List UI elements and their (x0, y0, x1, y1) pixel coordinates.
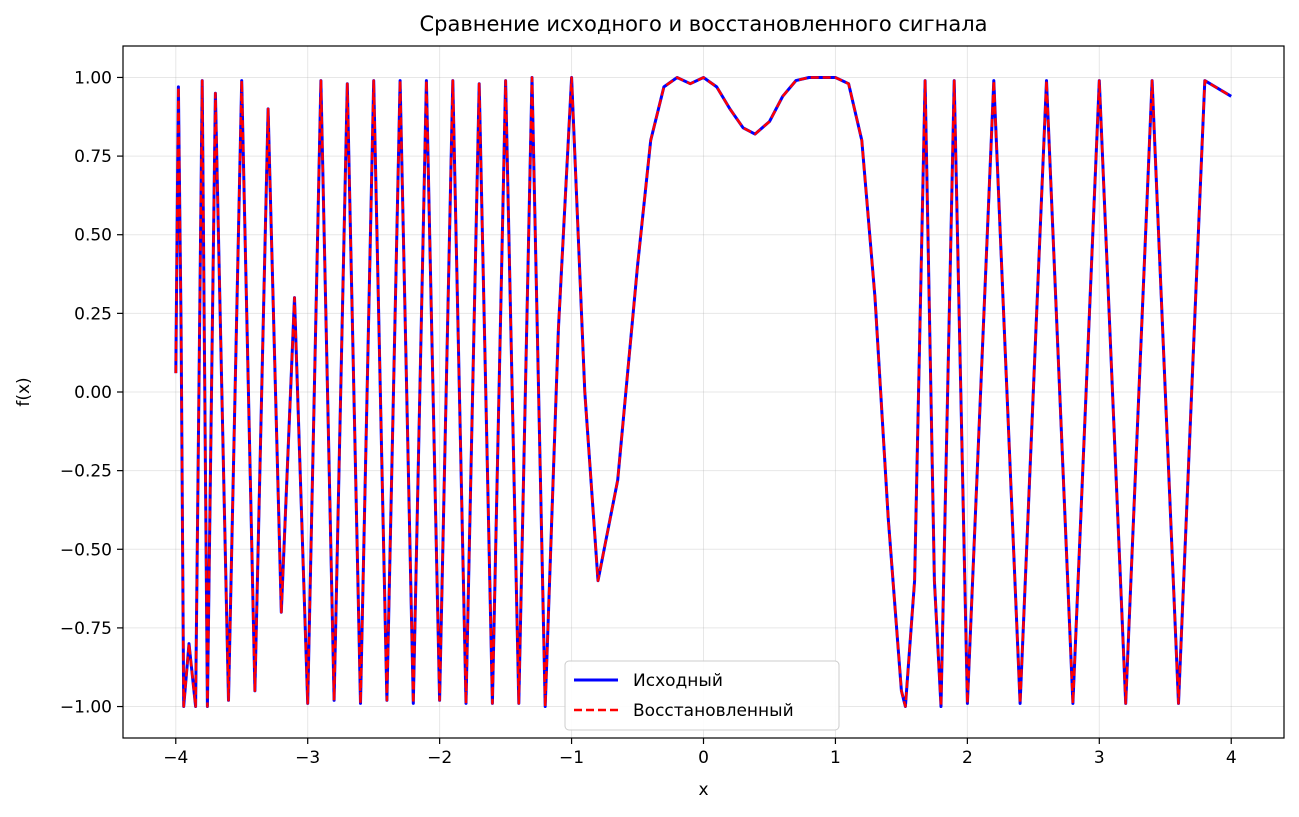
x-tick-label: −1 (559, 748, 584, 768)
x-tick-label: 3 (1094, 748, 1105, 768)
chart-title: Сравнение исходного и восстановленного с… (419, 12, 988, 36)
x-tick-label: −4 (163, 748, 188, 768)
y-tick-label: 0.25 (74, 304, 112, 324)
legend-label-original: Исходный (633, 671, 723, 691)
legend-label-reconstructed: Восстановленный (633, 701, 794, 721)
x-tick-label: −2 (427, 748, 452, 768)
y-tick-label: 0.00 (74, 383, 112, 403)
ticks: −4 −3 −2 −1 0 1 2 3 4 1.00 0.75 0.50 0.25 0.00 −0.25 −0… (60, 68, 1237, 768)
x-axis-label: x (698, 780, 709, 800)
y-tick-label: 0.50 (74, 226, 112, 246)
x-tick-label: 4 (1226, 748, 1237, 768)
series-line-reconstructed (174, 76, 1232, 708)
x-tick-label: 0 (698, 748, 709, 768)
y-axis-label: f(x) (14, 377, 34, 407)
y-tick-label: 0.75 (74, 147, 112, 167)
y-tick-label: −1.00 (60, 698, 112, 718)
x-tick-label: 2 (962, 748, 973, 768)
y-tick-label: 1.00 (74, 68, 112, 88)
legend-box (564, 660, 840, 731)
legend: Исходный Восстановленный (564, 660, 840, 731)
x-tick-label: −3 (295, 748, 320, 768)
y-tick-label: −0.75 (60, 619, 112, 639)
y-tick-label: −0.50 (60, 540, 112, 560)
x-tick-label: 1 (830, 748, 841, 768)
y-tick-label: −0.25 (60, 462, 112, 482)
series-layer (174, 76, 1232, 708)
